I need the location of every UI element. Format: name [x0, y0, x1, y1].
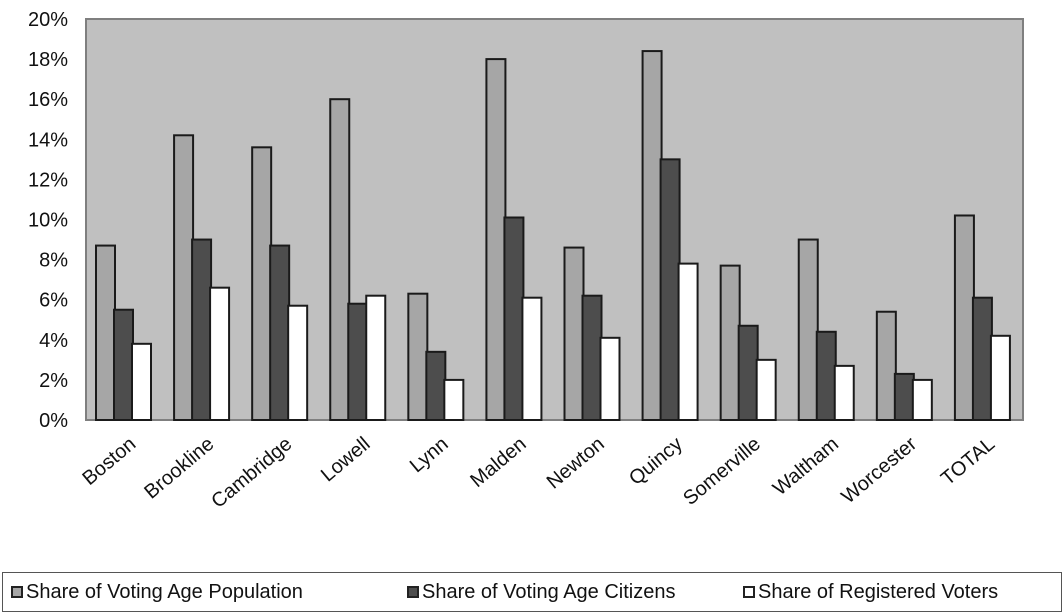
legend-item-population: Share of Voting Age Population: [11, 581, 303, 604]
bar-citizens-newton: [581, 294, 603, 421]
bar-population-lowell: [329, 98, 351, 421]
bar-population-quincy: [641, 50, 663, 422]
y-tick-label: 16%: [28, 89, 68, 111]
bar-citizens-quincy: [659, 158, 681, 421]
y-tick-label: 8%: [39, 250, 68, 272]
bar-citizens-waltham: [815, 330, 837, 421]
bar-citizens-total: [971, 296, 993, 422]
bar-citizens-cambridge: [269, 244, 291, 421]
bar-registered-brookline: [209, 286, 231, 422]
x-tick-label-boston: Boston: [78, 433, 140, 490]
bar-registered-total: [989, 334, 1011, 422]
bar-population-newton: [563, 246, 585, 421]
legend-swatch-population: [11, 586, 23, 598]
bar-population-total: [953, 214, 975, 421]
bar-citizens-lynn: [425, 350, 447, 421]
bar-population-worcester: [875, 310, 897, 422]
legend-label-population: Share of Voting Age Population: [26, 580, 303, 603]
bar-citizens-boston: [113, 308, 134, 422]
legend: Share of Voting Age Population Share of …: [2, 572, 1062, 612]
x-tick-label-cambridge: Cambridge: [207, 433, 296, 513]
y-tick-label: 18%: [28, 49, 68, 71]
y-tick-label: 6%: [39, 290, 68, 312]
bar-population-malden: [485, 58, 507, 421]
bar-population-lynn: [407, 292, 429, 421]
plot-area: [85, 18, 1024, 421]
legend-swatch-citizens: [407, 586, 419, 598]
y-tick-label: 10%: [28, 210, 68, 232]
x-tick-label-lynn: Lynn: [406, 433, 453, 477]
bar-registered-lowell: [365, 294, 387, 421]
y-tick-label: 14%: [28, 129, 68, 151]
legend-swatch-registered: [743, 586, 755, 598]
x-tick-label-malden: Malden: [466, 433, 530, 492]
bar-population-brookline: [173, 134, 195, 421]
x-tick-label-newton: Newton: [543, 433, 609, 493]
y-tick-label: 2%: [39, 370, 68, 392]
y-axis-tick-labels: 0% 2% 4% 6% 8% 10% 12% 14% 16% 18% 20%: [28, 9, 68, 432]
x-tick-label-worcester: Worcester: [837, 433, 921, 508]
bar-citizens-somerville: [737, 324, 759, 422]
x-tick-label-waltham: Waltham: [769, 433, 843, 500]
y-tick-label: 20%: [28, 9, 68, 31]
bar-citizens-brookline: [191, 238, 213, 421]
x-tick-label-brookline: Brookline: [140, 433, 218, 503]
legend-item-citizens: Share of Voting Age Citizens: [407, 581, 676, 604]
bar-population-waltham: [797, 238, 819, 421]
legend-item-registered: Share of Registered Voters: [743, 581, 998, 604]
bar-population-boston: [95, 244, 116, 421]
x-tick-label-somerville: Somerville: [679, 433, 765, 510]
legend-label-registered: Share of Registered Voters: [758, 580, 999, 603]
bar-registered-quincy: [677, 262, 699, 421]
legend-label-citizens: Share of Voting Age Citizens: [422, 580, 676, 603]
bars-layer: [95, 50, 1011, 422]
x-tick-label-quincy: Quincy: [625, 433, 687, 490]
bar-registered-malden: [521, 296, 543, 422]
bar-registered-somerville: [755, 358, 777, 422]
bar-registered-worcester: [911, 378, 933, 421]
bar-registered-cambridge: [287, 304, 309, 421]
bar-registered-waltham: [833, 364, 855, 421]
y-tick-label: 12%: [28, 169, 68, 191]
bar-citizens-malden: [503, 216, 525, 421]
x-tick-label-lowell: Lowell: [317, 433, 375, 486]
y-tick-label: 0%: [39, 410, 68, 432]
y-tick-label: 4%: [39, 330, 68, 352]
bar-registered-newton: [599, 336, 621, 422]
bar-population-somerville: [719, 264, 741, 421]
bar-registered-lynn: [443, 378, 465, 421]
x-tick-label-total: TOTAL: [937, 433, 999, 490]
bar-population-cambridge: [251, 146, 273, 421]
bar-chart-svg: 0% 2% 4% 6% 8% 10% 12% 14% 16% 18% 20% Boston Brook…: [28, 9, 1024, 513]
bar-citizens-worcester: [893, 372, 915, 422]
bar-citizens-lowell: [347, 302, 369, 421]
bar-registered-boston: [131, 342, 152, 421]
